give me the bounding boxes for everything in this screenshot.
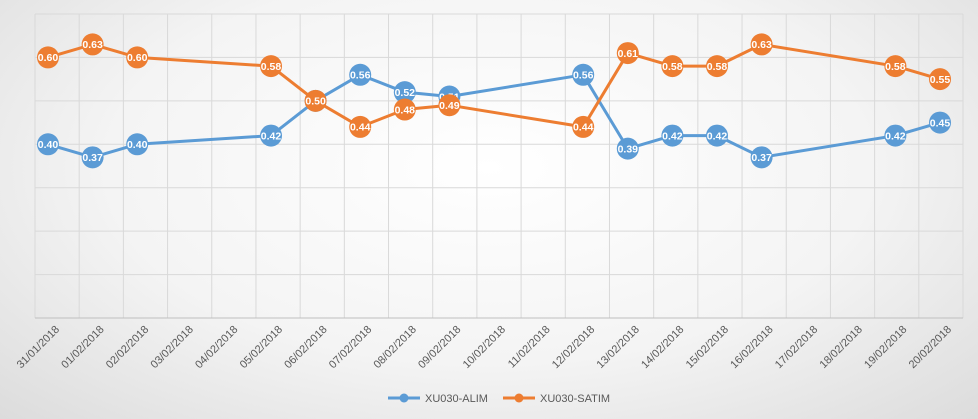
- legend-item: XU030-SATIM: [503, 393, 610, 405]
- x-tick-label: 13/02/2018: [595, 324, 642, 371]
- data-label: 0.52: [395, 87, 416, 99]
- data-point: [393, 81, 416, 104]
- x-tick-label: 08/02/2018: [372, 324, 419, 371]
- x-tick-label: 06/02/2018: [282, 324, 329, 371]
- x-tick-label: 20/02/2018: [907, 324, 954, 371]
- data-point: [706, 55, 728, 78]
- data-label: 0.50: [305, 96, 326, 108]
- data-label: 0.58: [662, 61, 683, 73]
- data-label: 0.63: [751, 39, 772, 51]
- series-line: [47, 73, 941, 159]
- x-tick-label: 16/02/2018: [728, 324, 775, 371]
- data-point: [260, 55, 282, 78]
- data-point: [884, 124, 907, 147]
- x-tick-label: 11/02/2018: [506, 324, 553, 371]
- data-label: 0.44: [350, 122, 371, 134]
- x-tick-label: 07/02/2018: [327, 324, 374, 371]
- data-label: 0.56: [350, 70, 371, 82]
- legend: XU030-ALIM XU030-SATIM: [388, 393, 610, 405]
- data-label: 0.60: [127, 52, 148, 64]
- data-point: [37, 133, 59, 156]
- data-label: 0.42: [707, 130, 728, 142]
- data-point: [572, 63, 595, 86]
- legend-label: XU030-SATIM: [540, 393, 610, 405]
- data-label: 0.42: [662, 130, 683, 142]
- data-label: 0.56: [573, 70, 594, 82]
- data-label: 0.49: [439, 100, 460, 112]
- data-point: [616, 137, 639, 160]
- data-label: 0.55: [930, 74, 951, 86]
- legend-marker: [399, 393, 409, 403]
- data-point: [126, 46, 149, 69]
- data-point: [260, 124, 282, 147]
- legend-item: XU030-ALIM: [388, 393, 488, 405]
- data-point: [349, 115, 372, 138]
- x-tick-label: 02/02/2018: [104, 324, 151, 371]
- data-point: [661, 55, 684, 78]
- x-tick-label: 03/02/2018: [149, 324, 196, 371]
- data-label: 0.37: [82, 152, 103, 164]
- data-point: [126, 133, 149, 156]
- data-label: 0.60: [38, 52, 59, 64]
- data-label: 0.42: [885, 130, 906, 142]
- data-point: [706, 124, 728, 147]
- series-xu030-satim: 0.60 0.63 0.60 0.58 0.50 0.44 0.48 0.49 0.44 0.61…: [37, 33, 951, 138]
- data-label: 0.40: [38, 139, 59, 151]
- data-label: 0.61: [618, 48, 639, 60]
- x-tick-label: 01/02/2018: [59, 324, 106, 371]
- data-point: [304, 89, 327, 112]
- data-point: [81, 33, 104, 56]
- x-tick-label: 04/02/2018: [193, 324, 240, 371]
- legend-marker: [514, 393, 524, 403]
- data-point: [393, 98, 416, 121]
- data-label: 0.44: [573, 122, 594, 134]
- data-point: [929, 68, 951, 91]
- data-label: 0.39: [618, 143, 639, 155]
- data-label: 0.58: [885, 61, 906, 73]
- data-point: [661, 124, 684, 147]
- legend-label: XU030-ALIM: [425, 393, 488, 405]
- x-tick-label: 12/02/2018: [550, 324, 597, 371]
- data-label: 0.58: [707, 61, 728, 73]
- data-point: [37, 46, 59, 69]
- data-label: 0.40: [127, 139, 148, 151]
- data-point: [349, 63, 372, 86]
- x-tick-label: 14/02/2018: [639, 324, 686, 371]
- data-point: [750, 146, 773, 169]
- data-point: [884, 55, 907, 78]
- x-axis: 31/01/201801/02/201802/02/201803/02/2018…: [15, 317, 963, 371]
- data-point: [438, 94, 461, 117]
- data-point: [81, 146, 104, 169]
- data-point: [616, 42, 639, 65]
- x-tick-label: 09/02/2018: [416, 324, 463, 371]
- data-label: 0.48: [395, 104, 416, 116]
- x-tick-label: 17/02/2018: [773, 324, 820, 371]
- data-label: 0.63: [82, 39, 103, 51]
- series-xu030-alim: 0.400.370.400.420.500.560.520.510.560.39…: [37, 63, 951, 169]
- series-line: [47, 42, 941, 129]
- data-label: 0.42: [261, 130, 282, 142]
- gridlines: [34, 13, 964, 319]
- x-tick-label: 18/02/2018: [818, 324, 865, 371]
- data-point: [929, 111, 951, 134]
- x-tick-label: 31/01/2018: [15, 324, 62, 371]
- x-tick-label: 19/02/2018: [862, 324, 909, 371]
- x-tick-label: 05/02/2018: [238, 324, 285, 371]
- x-tick-label: 10/02/2018: [461, 324, 508, 371]
- data-label: 0.45: [930, 117, 951, 129]
- data-label: 0.58: [261, 61, 282, 73]
- series-group: 0.400.370.400.420.500.560.520.510.560.39…: [37, 33, 951, 169]
- data-label: 0.37: [751, 152, 772, 164]
- data-point: [750, 33, 773, 56]
- x-tick-label: 15/02/2018: [684, 324, 731, 371]
- data-point: [572, 115, 595, 138]
